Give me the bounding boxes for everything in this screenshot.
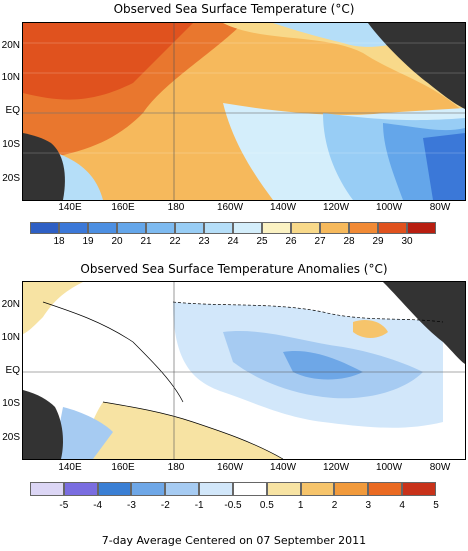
colorbar-label: -0.5 (224, 500, 242, 511)
colorbar-label: 22 (169, 236, 181, 247)
colorbar-label: -4 (93, 500, 103, 511)
colorbar-label: 20 (111, 236, 123, 247)
sst-lon-label: 180 (167, 202, 185, 213)
colorbar-label: 2 (331, 500, 338, 511)
colorbar-segment (349, 222, 378, 234)
colorbar-label: 0.5 (259, 500, 274, 511)
anomaly-map-title: Observed Sea Surface Temperature Anomali… (80, 262, 388, 276)
colorbar-segment (320, 222, 349, 234)
sst-lon-label: 140W (269, 202, 297, 213)
colorbar-segment (300, 482, 335, 496)
colorbar-segment (117, 222, 146, 234)
anomaly-map (22, 281, 466, 460)
sst-colorbar (30, 222, 436, 234)
colorbar-segment (204, 222, 233, 234)
colorbar-segment (63, 482, 98, 496)
footer-caption: 7-day Average Centered on 07 September 2… (101, 534, 367, 547)
colorbar-segment (266, 482, 301, 496)
colorbar-label: 19 (82, 236, 94, 247)
sst-lat-label: 20S (2, 173, 20, 184)
sst-lat-label: 10S (2, 139, 20, 150)
colorbar-segment (131, 482, 166, 496)
colorbar-label: 27 (314, 236, 326, 247)
sst-lat-label: 20N (1, 40, 20, 51)
colorbar-label: 3 (365, 500, 372, 511)
colorbar-label: 4 (399, 500, 405, 511)
colorbar-segment (146, 222, 175, 234)
colorbar-label: 30 (401, 236, 413, 247)
sst-map-title: Observed Sea Surface Temperature (°C) (113, 2, 355, 16)
sst-lat-label: 10N (1, 72, 20, 83)
colorbar-label: 21 (140, 236, 152, 247)
colorbar-label: 29 (372, 236, 384, 247)
colorbar-label: 1 (297, 500, 304, 511)
colorbar-label: -2 (160, 500, 170, 511)
colorbar-label: 25 (256, 236, 268, 247)
colorbar-label: 26 (285, 236, 297, 247)
sst-lon-label: 160E (111, 202, 135, 213)
colorbar-label: -1 (194, 500, 204, 511)
colorbar-segment (291, 222, 320, 234)
sst-lat-label: EQ (5, 105, 20, 116)
anomaly-lon-label: 160E (111, 462, 135, 473)
anomaly-lat-label: 20N (1, 299, 20, 310)
anomaly-lat-label: 20S (2, 432, 20, 443)
colorbar-segment (232, 482, 267, 496)
colorbar-label: 24 (227, 236, 239, 247)
sst-lon-label: 160W (216, 202, 244, 213)
colorbar-label: 23 (198, 236, 210, 247)
colorbar-label: 18 (53, 236, 65, 247)
colorbar-segment (97, 482, 132, 496)
anomaly-lon-label: 80W (429, 462, 451, 473)
anomaly-lat-label: EQ (5, 365, 20, 376)
colorbar-segment (165, 482, 200, 496)
anomaly-lon-label: 120W (322, 462, 350, 473)
colorbar-segment (199, 482, 233, 496)
colorbar-segment (368, 482, 403, 496)
anomaly-lat-label: 10S (2, 398, 20, 409)
colorbar-segment (378, 222, 407, 234)
anomaly-lon-label: 140W (269, 462, 297, 473)
colorbar-segment (175, 222, 204, 234)
colorbar-segment (407, 222, 436, 234)
anomaly-lon-label: 100W (375, 462, 403, 473)
colorbar-segment (262, 222, 291, 234)
colorbar-label: -3 (127, 500, 136, 511)
anomaly-lon-label: 140E (58, 462, 82, 473)
colorbar-segment (30, 222, 59, 234)
colorbar-label: 28 (343, 236, 355, 247)
colorbar-segment (233, 222, 262, 234)
sst-lon-label: 140E (58, 202, 82, 213)
colorbar-segment (30, 482, 64, 496)
sst-lon-label: 120W (322, 202, 350, 213)
anomaly-colorbar (30, 482, 436, 496)
colorbar-segment (402, 482, 436, 496)
anomaly-lon-label: 180 (167, 462, 185, 473)
colorbar-segment (59, 222, 88, 234)
sst-map (22, 22, 466, 201)
anomaly-lon-label: 160W (216, 462, 244, 473)
sst-lon-label: 80W (429, 202, 451, 213)
colorbar-segment (88, 222, 117, 234)
sst-lon-label: 100W (375, 202, 403, 213)
colorbar-segment (334, 482, 369, 496)
colorbar-label: -5 (59, 500, 69, 511)
colorbar-label: 5 (433, 500, 439, 511)
anomaly-lat-label: 10N (1, 332, 20, 343)
